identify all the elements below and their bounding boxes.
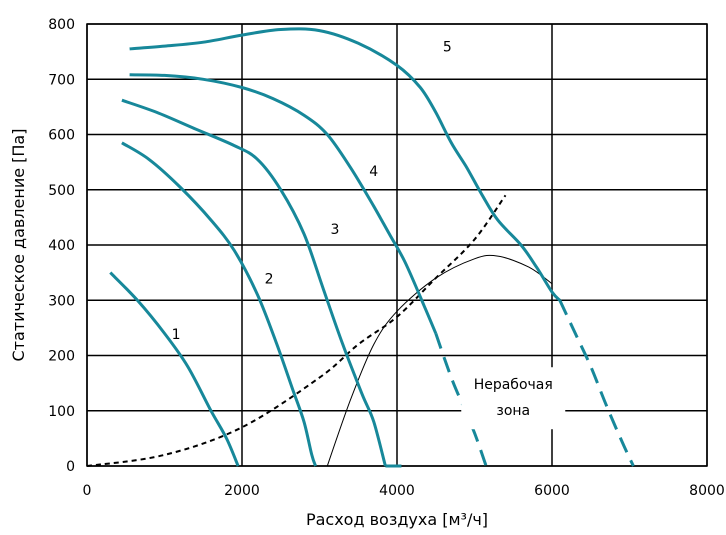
- y-tick-label: 0: [66, 459, 75, 475]
- curve-label-5: 5: [443, 40, 452, 56]
- curve-label-2: 2: [265, 272, 274, 288]
- annotation-line2: зона: [496, 403, 530, 419]
- x-tick-label: 6000: [534, 483, 570, 499]
- annotation-line1: Нерабочая: [474, 377, 553, 393]
- series-labels: 1 2 3 4 5: [172, 40, 452, 343]
- y-tick-label: 100: [48, 404, 75, 420]
- y-axis-title: Статическое давление [Па]: [9, 129, 28, 362]
- series-layer: [109, 27, 635, 468]
- boundary-curve-layer: [326, 254, 553, 467]
- curve-label-1: 1: [172, 327, 181, 343]
- system-curve-layer: [86, 194, 507, 467]
- fan-curve-1: [109, 271, 240, 467]
- y-tick-label: 300: [48, 293, 75, 309]
- fan-curve-5-dashed: [558, 299, 635, 467]
- x-tick-label: 4000: [379, 483, 415, 499]
- working-zone-boundary: [326, 254, 553, 467]
- fan-curve-4: [129, 73, 438, 334]
- x-tick-label: 2000: [224, 483, 260, 499]
- fan-curve-2: [121, 141, 318, 467]
- tick-labels: 0 2000 4000 6000 8000 0 100 200 300 400 500 600 700 8…: [48, 17, 725, 499]
- curve-label-3: 3: [331, 222, 340, 238]
- x-axis-title: Расход воздуха [м³/ч]: [306, 510, 488, 529]
- x-tick-label: 8000: [689, 483, 725, 499]
- y-tick-label: 200: [48, 349, 75, 365]
- y-tick-label: 400: [48, 238, 75, 254]
- system-curve: [86, 194, 507, 467]
- annotation-layer: Нерабочая зона: [461, 367, 566, 430]
- y-tick-label: 500: [48, 183, 75, 199]
- fan-curve-3: [121, 98, 387, 467]
- x-tick-label: 0: [83, 483, 92, 499]
- y-tick-label: 700: [48, 72, 75, 88]
- y-tick-label: 800: [48, 17, 75, 33]
- fan-curve-5: [129, 27, 561, 302]
- curve-label-4: 4: [369, 164, 378, 180]
- annotation-background: [461, 367, 566, 430]
- y-tick-label: 600: [48, 128, 75, 144]
